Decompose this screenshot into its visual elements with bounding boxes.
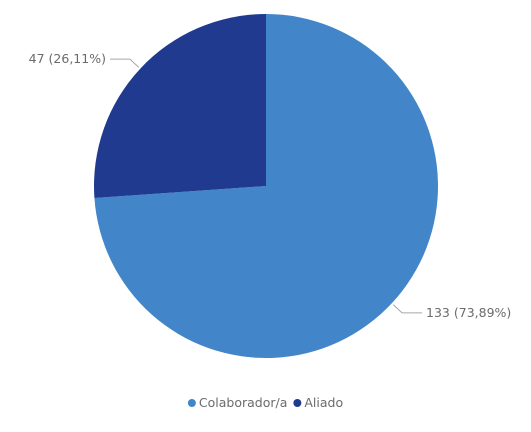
leader-line [109, 58, 140, 68]
leader-line [392, 304, 423, 314]
legend-item[interactable]: Colaborador/a [187, 395, 287, 410]
data-label: 47 (26,11%) [29, 51, 106, 66]
pie-slice-colaborador-a[interactable] [94, 14, 439, 358]
data-labels: 133 (73,89%) 47 (26,11%) [29, 51, 512, 320]
legend-label: Aliado [304, 395, 343, 410]
legend: Colaborador/a Aliado [187, 395, 343, 410]
pie-slices [93, 14, 439, 358]
data-label-leaders [109, 58, 423, 314]
legend-item[interactable]: Aliado [293, 395, 343, 410]
legend-label: Colaborador/a [199, 395, 287, 410]
data-label: 133 (73,89%) [426, 305, 511, 320]
legend-marker [187, 399, 196, 407]
pie-slice-aliado[interactable] [93, 14, 266, 198]
legend-marker [293, 399, 302, 407]
